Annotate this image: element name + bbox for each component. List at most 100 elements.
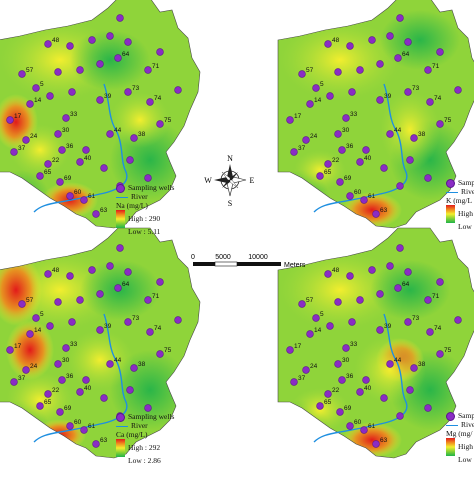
- sampling-well: [376, 326, 384, 334]
- sampling-well: [424, 404, 432, 412]
- sampling-well: [100, 164, 108, 172]
- concentration-zone: [370, 260, 450, 320]
- sampling-well: [124, 38, 132, 46]
- legend-low: Low : 5.11: [128, 227, 161, 237]
- sampling-well: [362, 376, 370, 384]
- well-icon: [116, 184, 125, 193]
- well-label: 38: [138, 131, 146, 138]
- sampling-well: [436, 120, 444, 128]
- sampling-well: [124, 318, 132, 326]
- sampling-well: [334, 130, 342, 138]
- sampling-well: [326, 322, 334, 330]
- well-label: 40: [84, 155, 92, 162]
- well-label: 73: [132, 85, 140, 92]
- well-label: 37: [298, 375, 306, 382]
- legend-mg: Samp Rive Mg (mg/ High Low: [446, 412, 474, 465]
- well-label: 30: [62, 357, 70, 364]
- well-label: 37: [18, 145, 26, 152]
- sampling-well: [316, 172, 324, 180]
- well-label: 60: [354, 419, 362, 426]
- well-label: 48: [332, 37, 340, 44]
- well-label: 38: [418, 131, 426, 138]
- well-label: 5: [40, 311, 44, 318]
- well-label: 57: [306, 67, 314, 74]
- well-label: 71: [432, 63, 440, 70]
- sampling-well: [44, 160, 52, 168]
- sampling-well: [82, 146, 90, 154]
- sampling-well: [454, 86, 462, 94]
- well-label: 65: [324, 399, 332, 406]
- sampling-well: [146, 328, 154, 336]
- sampling-well: [56, 178, 64, 186]
- well-label: 17: [294, 343, 302, 350]
- sampling-well: [126, 156, 134, 164]
- well-label: 22: [52, 387, 60, 394]
- legend-wells-label: Sampling wells: [128, 412, 175, 422]
- sampling-well: [338, 376, 346, 384]
- well-label: 30: [342, 127, 350, 134]
- well-label: 14: [314, 327, 322, 334]
- legend-high: High : 292: [128, 442, 161, 452]
- well-label: 61: [368, 423, 376, 430]
- well-label: 22: [332, 387, 340, 394]
- well-label: 65: [44, 169, 52, 176]
- well-label: 39: [104, 93, 112, 100]
- sampling-well: [62, 344, 70, 352]
- well-label: 64: [402, 51, 410, 58]
- sampling-well: [376, 60, 384, 68]
- sampling-well: [96, 290, 104, 298]
- sampling-well: [406, 156, 414, 164]
- sampling-well: [356, 158, 364, 166]
- well-label: 33: [350, 111, 358, 118]
- well-label: 5: [40, 81, 44, 88]
- sampling-well: [66, 192, 74, 200]
- sampling-well: [312, 314, 320, 322]
- sampling-well: [346, 192, 354, 200]
- well-label: 63: [100, 437, 108, 444]
- well-label: 69: [64, 175, 72, 182]
- sampling-well: [68, 318, 76, 326]
- well-label: 38: [418, 361, 426, 368]
- well-label: 73: [132, 315, 140, 322]
- sampling-well: [26, 330, 34, 338]
- well-label: 44: [394, 357, 402, 364]
- well-label: 74: [154, 325, 162, 332]
- sampling-well: [22, 366, 30, 374]
- well-label: 48: [332, 267, 340, 274]
- sampling-well: [348, 88, 356, 96]
- scale-tick-0: 0: [191, 254, 195, 261]
- sampling-well: [46, 92, 54, 100]
- sampling-well: [44, 270, 52, 278]
- well-label: 71: [152, 293, 160, 300]
- sampling-well: [298, 300, 306, 308]
- sampling-well: [106, 32, 114, 40]
- legend-high: High: [458, 208, 473, 218]
- well-label: 69: [344, 405, 352, 412]
- well-label: 60: [354, 189, 362, 196]
- sampling-well: [106, 262, 114, 270]
- well-label: 48: [52, 37, 60, 44]
- sampling-well: [114, 284, 122, 292]
- legend-parameter: Ca (mg/L): [116, 429, 148, 439]
- sampling-well: [18, 300, 26, 308]
- sampling-well: [290, 378, 298, 386]
- sampling-well: [92, 440, 100, 448]
- well-label: 74: [434, 325, 442, 332]
- sampling-well: [336, 178, 344, 186]
- sampling-well: [96, 60, 104, 68]
- boundary: [277, 0, 474, 229]
- well-label: 39: [104, 323, 112, 330]
- sampling-well: [44, 40, 52, 48]
- well-label: 39: [384, 93, 392, 100]
- compass-s-label: S: [228, 199, 232, 208]
- sampling-well: [174, 86, 182, 94]
- map-panel-k: 48 64 71 73 74 57 5 14 39 33 30 75 24 36 44 38 37 22 40 65 6…: [277, 0, 474, 229]
- well-label: 64: [122, 281, 130, 288]
- well-label: 33: [70, 341, 78, 348]
- sampling-well: [376, 96, 384, 104]
- sampling-well: [356, 296, 364, 304]
- concentration-zone: [380, 90, 440, 170]
- sampling-well: [146, 98, 154, 106]
- well-label: 73: [412, 85, 420, 92]
